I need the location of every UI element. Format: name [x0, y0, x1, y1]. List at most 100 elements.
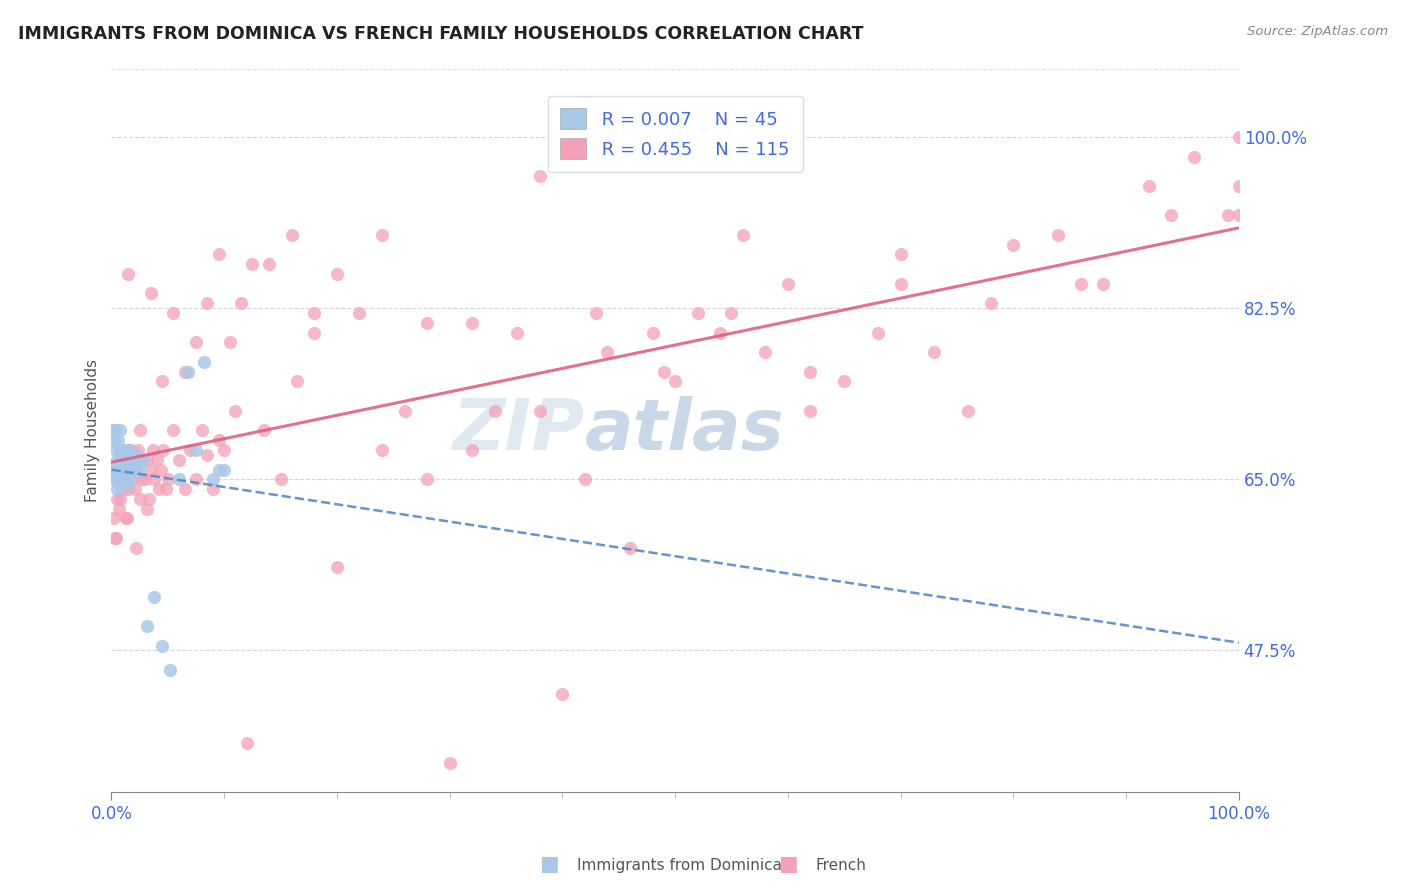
Point	[720, 306, 742, 320]
Point	[122, 462, 145, 476]
Point	[128, 491, 150, 506]
Point	[461, 442, 484, 457]
Point	[190, 424, 212, 438]
Point	[159, 663, 181, 677]
Point	[304, 306, 326, 320]
Point	[162, 424, 184, 438]
Point	[326, 560, 349, 574]
Point	[110, 491, 132, 506]
Point	[148, 482, 170, 496]
Point	[529, 404, 551, 418]
Point	[1227, 130, 1250, 145]
Point	[103, 511, 125, 525]
Point	[1227, 178, 1250, 193]
Point	[890, 247, 912, 261]
Point	[162, 306, 184, 320]
Point	[110, 452, 132, 467]
Point	[1070, 277, 1092, 291]
Point	[117, 482, 139, 496]
Point	[394, 404, 416, 418]
Point	[754, 345, 776, 359]
Point	[105, 482, 128, 496]
Point	[107, 462, 129, 476]
Text: Immigrants from Dominica: Immigrants from Dominica	[576, 858, 782, 872]
Point	[664, 375, 686, 389]
Point	[686, 306, 709, 320]
Point	[145, 452, 167, 467]
Point	[101, 424, 124, 438]
Point	[107, 433, 129, 447]
Point	[235, 736, 257, 750]
Point	[150, 375, 173, 389]
Point	[177, 365, 200, 379]
Point	[139, 462, 162, 476]
Point	[134, 472, 156, 486]
Point	[155, 482, 177, 496]
Point	[179, 442, 201, 457]
Point	[957, 404, 980, 418]
Point	[619, 541, 641, 555]
Point	[173, 482, 195, 496]
Point	[125, 462, 148, 476]
Point	[110, 462, 132, 476]
Point	[731, 227, 754, 242]
Point	[1216, 208, 1239, 222]
Point	[111, 472, 134, 486]
Point	[128, 462, 150, 476]
Point	[270, 472, 292, 486]
Point	[218, 335, 240, 350]
Point	[156, 472, 179, 486]
Point	[110, 424, 132, 438]
Point	[173, 365, 195, 379]
Text: ■: ■	[538, 854, 558, 873]
Point	[143, 472, 166, 486]
Point	[201, 482, 224, 496]
Point	[124, 482, 146, 496]
Point	[240, 257, 263, 271]
Point	[136, 501, 159, 516]
Point	[111, 482, 134, 496]
Point	[980, 296, 1002, 310]
Point	[652, 365, 675, 379]
Point	[108, 442, 131, 457]
Point	[150, 462, 173, 476]
Point	[506, 326, 529, 340]
Point	[195, 296, 218, 310]
Point	[125, 448, 148, 462]
Point	[776, 277, 799, 291]
Text: Source: ZipAtlas.com: Source: ZipAtlas.com	[1247, 25, 1388, 38]
Point	[125, 541, 148, 555]
Point	[1137, 178, 1160, 193]
Point	[110, 472, 132, 486]
Point	[416, 316, 439, 330]
Point	[117, 477, 139, 491]
Point	[118, 442, 141, 457]
Point	[207, 247, 229, 261]
Point	[127, 442, 149, 457]
Point	[281, 227, 304, 242]
Point	[224, 404, 246, 418]
Point	[866, 326, 889, 340]
Point	[890, 277, 912, 291]
Point	[304, 326, 326, 340]
Text: ZIP: ZIP	[453, 396, 585, 465]
Point	[108, 501, 131, 516]
Point	[128, 424, 150, 438]
Point	[110, 477, 132, 491]
Point	[1182, 149, 1205, 163]
Point	[103, 433, 125, 447]
Point	[120, 462, 142, 476]
Point	[104, 462, 127, 476]
Point	[117, 267, 139, 281]
Point	[108, 472, 131, 486]
Point	[111, 448, 134, 462]
Point	[138, 491, 160, 506]
Point	[709, 326, 731, 340]
Point	[131, 472, 153, 486]
Text: French: French	[815, 858, 866, 872]
Point	[212, 442, 235, 457]
Point	[136, 619, 159, 633]
Text: atlas: atlas	[585, 396, 785, 465]
Point	[207, 433, 229, 447]
Point	[132, 452, 155, 467]
